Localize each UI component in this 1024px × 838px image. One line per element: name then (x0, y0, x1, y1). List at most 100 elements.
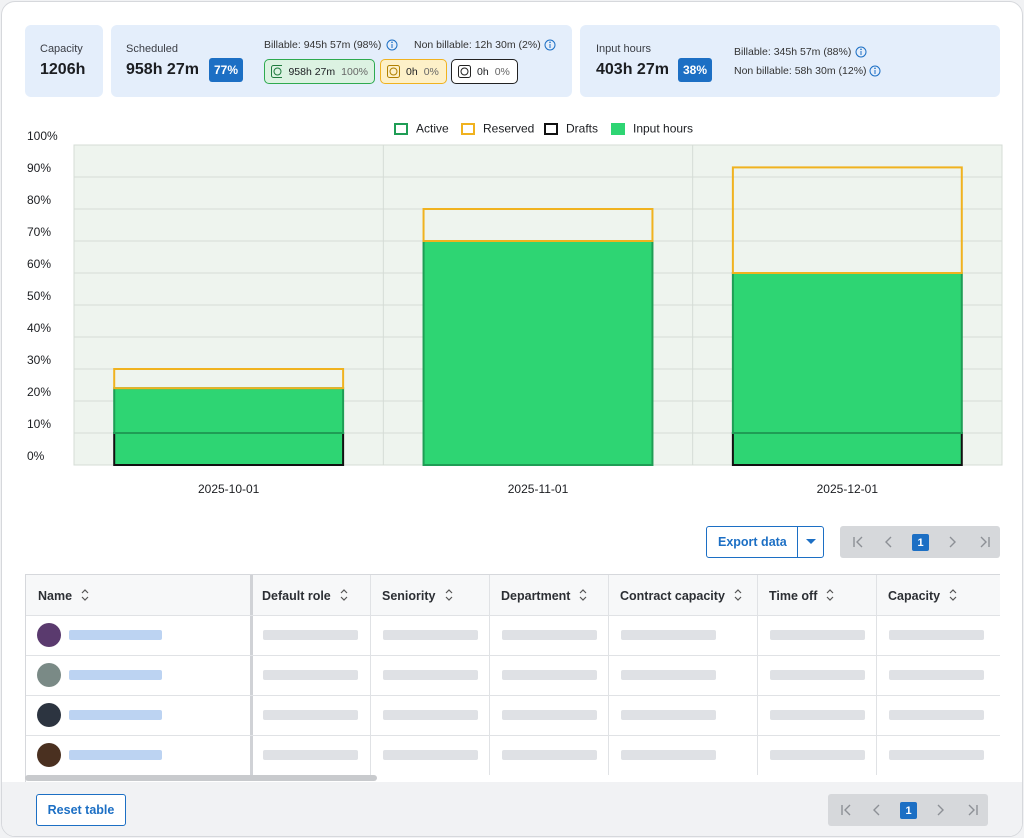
name-placeholder (69, 670, 162, 680)
input-hours-percent: 38% (678, 58, 713, 82)
prev-arrow (873, 804, 880, 816)
cell-placeholder (770, 670, 865, 680)
sort-chevrons (445, 589, 453, 601)
row-divider (26, 695, 1000, 696)
share: (88%) (823, 46, 852, 58)
cell-placeholder (621, 630, 716, 640)
cell-placeholder (889, 710, 984, 720)
bar-segment (731, 166, 963, 274)
x-tick-label: 2025-12-01 (817, 482, 879, 496)
sort-icon[interactable] (339, 588, 349, 602)
sort-icon[interactable] (733, 588, 743, 602)
info-icon[interactable] (386, 39, 398, 51)
sort-chevrons (734, 589, 742, 601)
last-arrow (968, 804, 978, 816)
reserved-chip[interactable]: 0h 0% (380, 59, 447, 84)
y-tick-label: 80% (27, 193, 51, 207)
scrollbar[interactable] (25, 775, 377, 781)
column-divider (876, 575, 877, 775)
pager-arrows[interactable] (828, 794, 988, 826)
divider (797, 527, 798, 557)
name-placeholder (69, 630, 162, 640)
y-tick-label: 70% (27, 225, 51, 239)
column-header[interactable]: Seniority (382, 589, 436, 603)
bar (732, 273, 962, 465)
avatar (37, 623, 61, 647)
bar-segment (422, 208, 654, 242)
legend-label: Reserved (483, 122, 534, 136)
y-tick-label: 50% (27, 289, 51, 303)
sort-icon[interactable] (948, 588, 958, 602)
column-divider (757, 575, 758, 775)
pager-arrows[interactable] (840, 526, 1000, 558)
legend-swatch (611, 123, 625, 135)
dropdown-caret[interactable] (805, 538, 817, 546)
next-arrow (937, 804, 944, 816)
reset-button[interactable]: Reset table (36, 794, 126, 826)
y-tick-label: 30% (27, 353, 51, 367)
column-header[interactable]: Department (501, 589, 571, 603)
info-icon[interactable] (855, 46, 867, 58)
column-divider (608, 575, 609, 775)
next-arrow (949, 536, 956, 548)
column-header[interactable]: Time off (769, 589, 818, 603)
row-divider (26, 655, 1000, 656)
label: Non billable: (414, 39, 472, 51)
row-divider (26, 615, 1000, 616)
sort-chevrons (579, 589, 587, 601)
cell-placeholder (502, 630, 597, 640)
cell-placeholder (502, 750, 597, 760)
avatar (37, 663, 61, 687)
billable: Billable: 345h 57m (88%) (734, 46, 851, 58)
active-chip[interactable]: 958h 27m 100% (264, 59, 375, 84)
cell-placeholder (889, 750, 984, 760)
legend-swatch (461, 123, 475, 135)
page-button[interactable]: 1 (912, 534, 929, 551)
x-tick-label: 2025-11-01 (508, 482, 569, 496)
info-icon[interactable] (869, 65, 881, 77)
legend-swatch (544, 123, 558, 135)
cell-placeholder (502, 710, 597, 720)
column-header[interactable]: Name (38, 589, 73, 603)
sort-icon[interactable] (578, 588, 588, 602)
y-tick-label: 60% (27, 257, 51, 271)
chip-value: 0h (477, 65, 489, 78)
first-arrow (841, 804, 851, 816)
scheduled-percent: 77% (209, 58, 244, 82)
info-icon[interactable] (544, 39, 556, 51)
column-header[interactable]: Capacity (888, 589, 941, 603)
page-button[interactable]: 1 (900, 802, 917, 819)
y-tick-label: 90% (27, 161, 51, 175)
sort-icon[interactable] (80, 588, 90, 602)
scheduled-value: 958h 27m (126, 61, 199, 78)
capacity-label: Capacity (40, 43, 83, 55)
sort-chevrons (949, 589, 957, 601)
chip-share: 0% (423, 65, 439, 78)
drafts-chip[interactable]: 0h 0% (451, 59, 518, 84)
export-button[interactable]: Export data (706, 526, 824, 558)
capacity-card (25, 25, 103, 97)
y-tick-label: 10% (27, 417, 51, 431)
billable: Billable: 945h 57m (98%) (264, 39, 381, 51)
bar-segment (113, 368, 345, 390)
input-hours-label: Input hours (596, 43, 652, 55)
cell-placeholder (263, 630, 358, 640)
cell-placeholder (383, 710, 478, 720)
bar (423, 241, 653, 465)
column-header[interactable]: Contract capacity (620, 589, 725, 603)
sort-icon[interactable] (444, 588, 454, 602)
y-tick-label: 20% (27, 385, 51, 399)
capacity-value: 1206h (40, 61, 86, 78)
sort-icon[interactable] (825, 588, 835, 602)
avatar (37, 743, 61, 767)
input-hours-card (580, 25, 1000, 97)
chart: 0% 10% 20% 30% 40% 50% 60% 70% 80% 90% 100% 2025-10… (27, 122, 1003, 496)
legend-label: Drafts (566, 122, 598, 136)
column-divider (489, 575, 490, 775)
share: (12%) (838, 65, 867, 77)
column-divider (370, 575, 371, 775)
cell-placeholder (621, 670, 716, 680)
non-billable: Non billable: 12h 30m (2%) (414, 39, 541, 51)
column-header[interactable]: Default role (262, 589, 331, 603)
